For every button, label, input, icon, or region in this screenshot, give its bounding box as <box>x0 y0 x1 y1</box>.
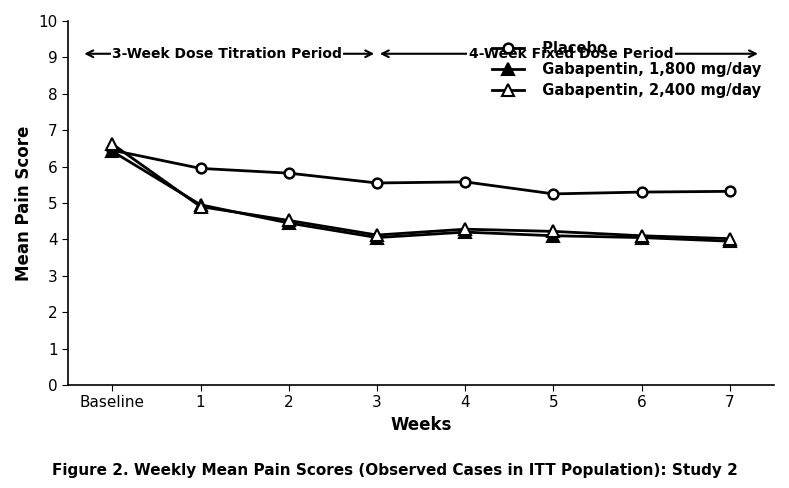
  Gabapentin, 2,400 mg/day <box>284 218 294 224</box>
  Gabapentin, 2,400 mg/day <box>548 228 558 234</box>
Text: Figure 2. Weekly Mean Pain Scores (Observed Cases in ITT Population): Study 2: Figure 2. Weekly Mean Pain Scores (Obser… <box>51 463 738 478</box>
Text: 3-Week Dose Titration Period: 3-Week Dose Titration Period <box>112 47 342 61</box>
  Gabapentin, 1,800 mg/day <box>107 148 117 154</box>
  Gabapentin, 2,400 mg/day <box>637 233 646 239</box>
Line:   Gabapentin, 2,400 mg/day: Gabapentin, 2,400 mg/day <box>107 139 735 244</box>
  Gabapentin, 1,800 mg/day <box>372 235 382 241</box>
  Gabapentin, 2,400 mg/day <box>725 236 735 242</box>
  Gabapentin, 2,400 mg/day <box>107 141 117 147</box>
  Placebo <box>725 188 735 194</box>
  Gabapentin, 1,800 mg/day <box>637 235 646 241</box>
Text: 4-Week Fixed Dose Period: 4-Week Fixed Dose Period <box>469 47 673 61</box>
  Placebo <box>372 180 382 186</box>
Line:   Gabapentin, 1,800 mg/day: Gabapentin, 1,800 mg/day <box>107 146 735 247</box>
X-axis label: Weeks: Weeks <box>391 416 452 434</box>
Legend:   Placebo,   Gabapentin, 1,800 mg/day,   Gabapentin, 2,400 mg/day: Placebo, Gabapentin, 1,800 mg/day, Gabap… <box>486 36 767 104</box>
  Placebo <box>548 191 558 197</box>
Line:   Placebo: Placebo <box>107 145 735 199</box>
  Gabapentin, 2,400 mg/day <box>461 226 470 232</box>
  Placebo <box>196 165 205 171</box>
  Gabapentin, 2,400 mg/day <box>196 203 205 209</box>
  Gabapentin, 2,400 mg/day <box>372 232 382 238</box>
  Placebo <box>284 170 294 176</box>
  Placebo <box>107 147 117 153</box>
  Gabapentin, 1,800 mg/day <box>461 229 470 235</box>
  Placebo <box>637 189 646 195</box>
  Gabapentin, 1,800 mg/day <box>548 233 558 239</box>
  Placebo <box>461 179 470 185</box>
  Gabapentin, 1,800 mg/day <box>284 220 294 226</box>
Y-axis label: Mean Pain Score: Mean Pain Score <box>15 125 33 281</box>
  Gabapentin, 1,800 mg/day <box>196 202 205 208</box>
  Gabapentin, 1,800 mg/day <box>725 238 735 244</box>
